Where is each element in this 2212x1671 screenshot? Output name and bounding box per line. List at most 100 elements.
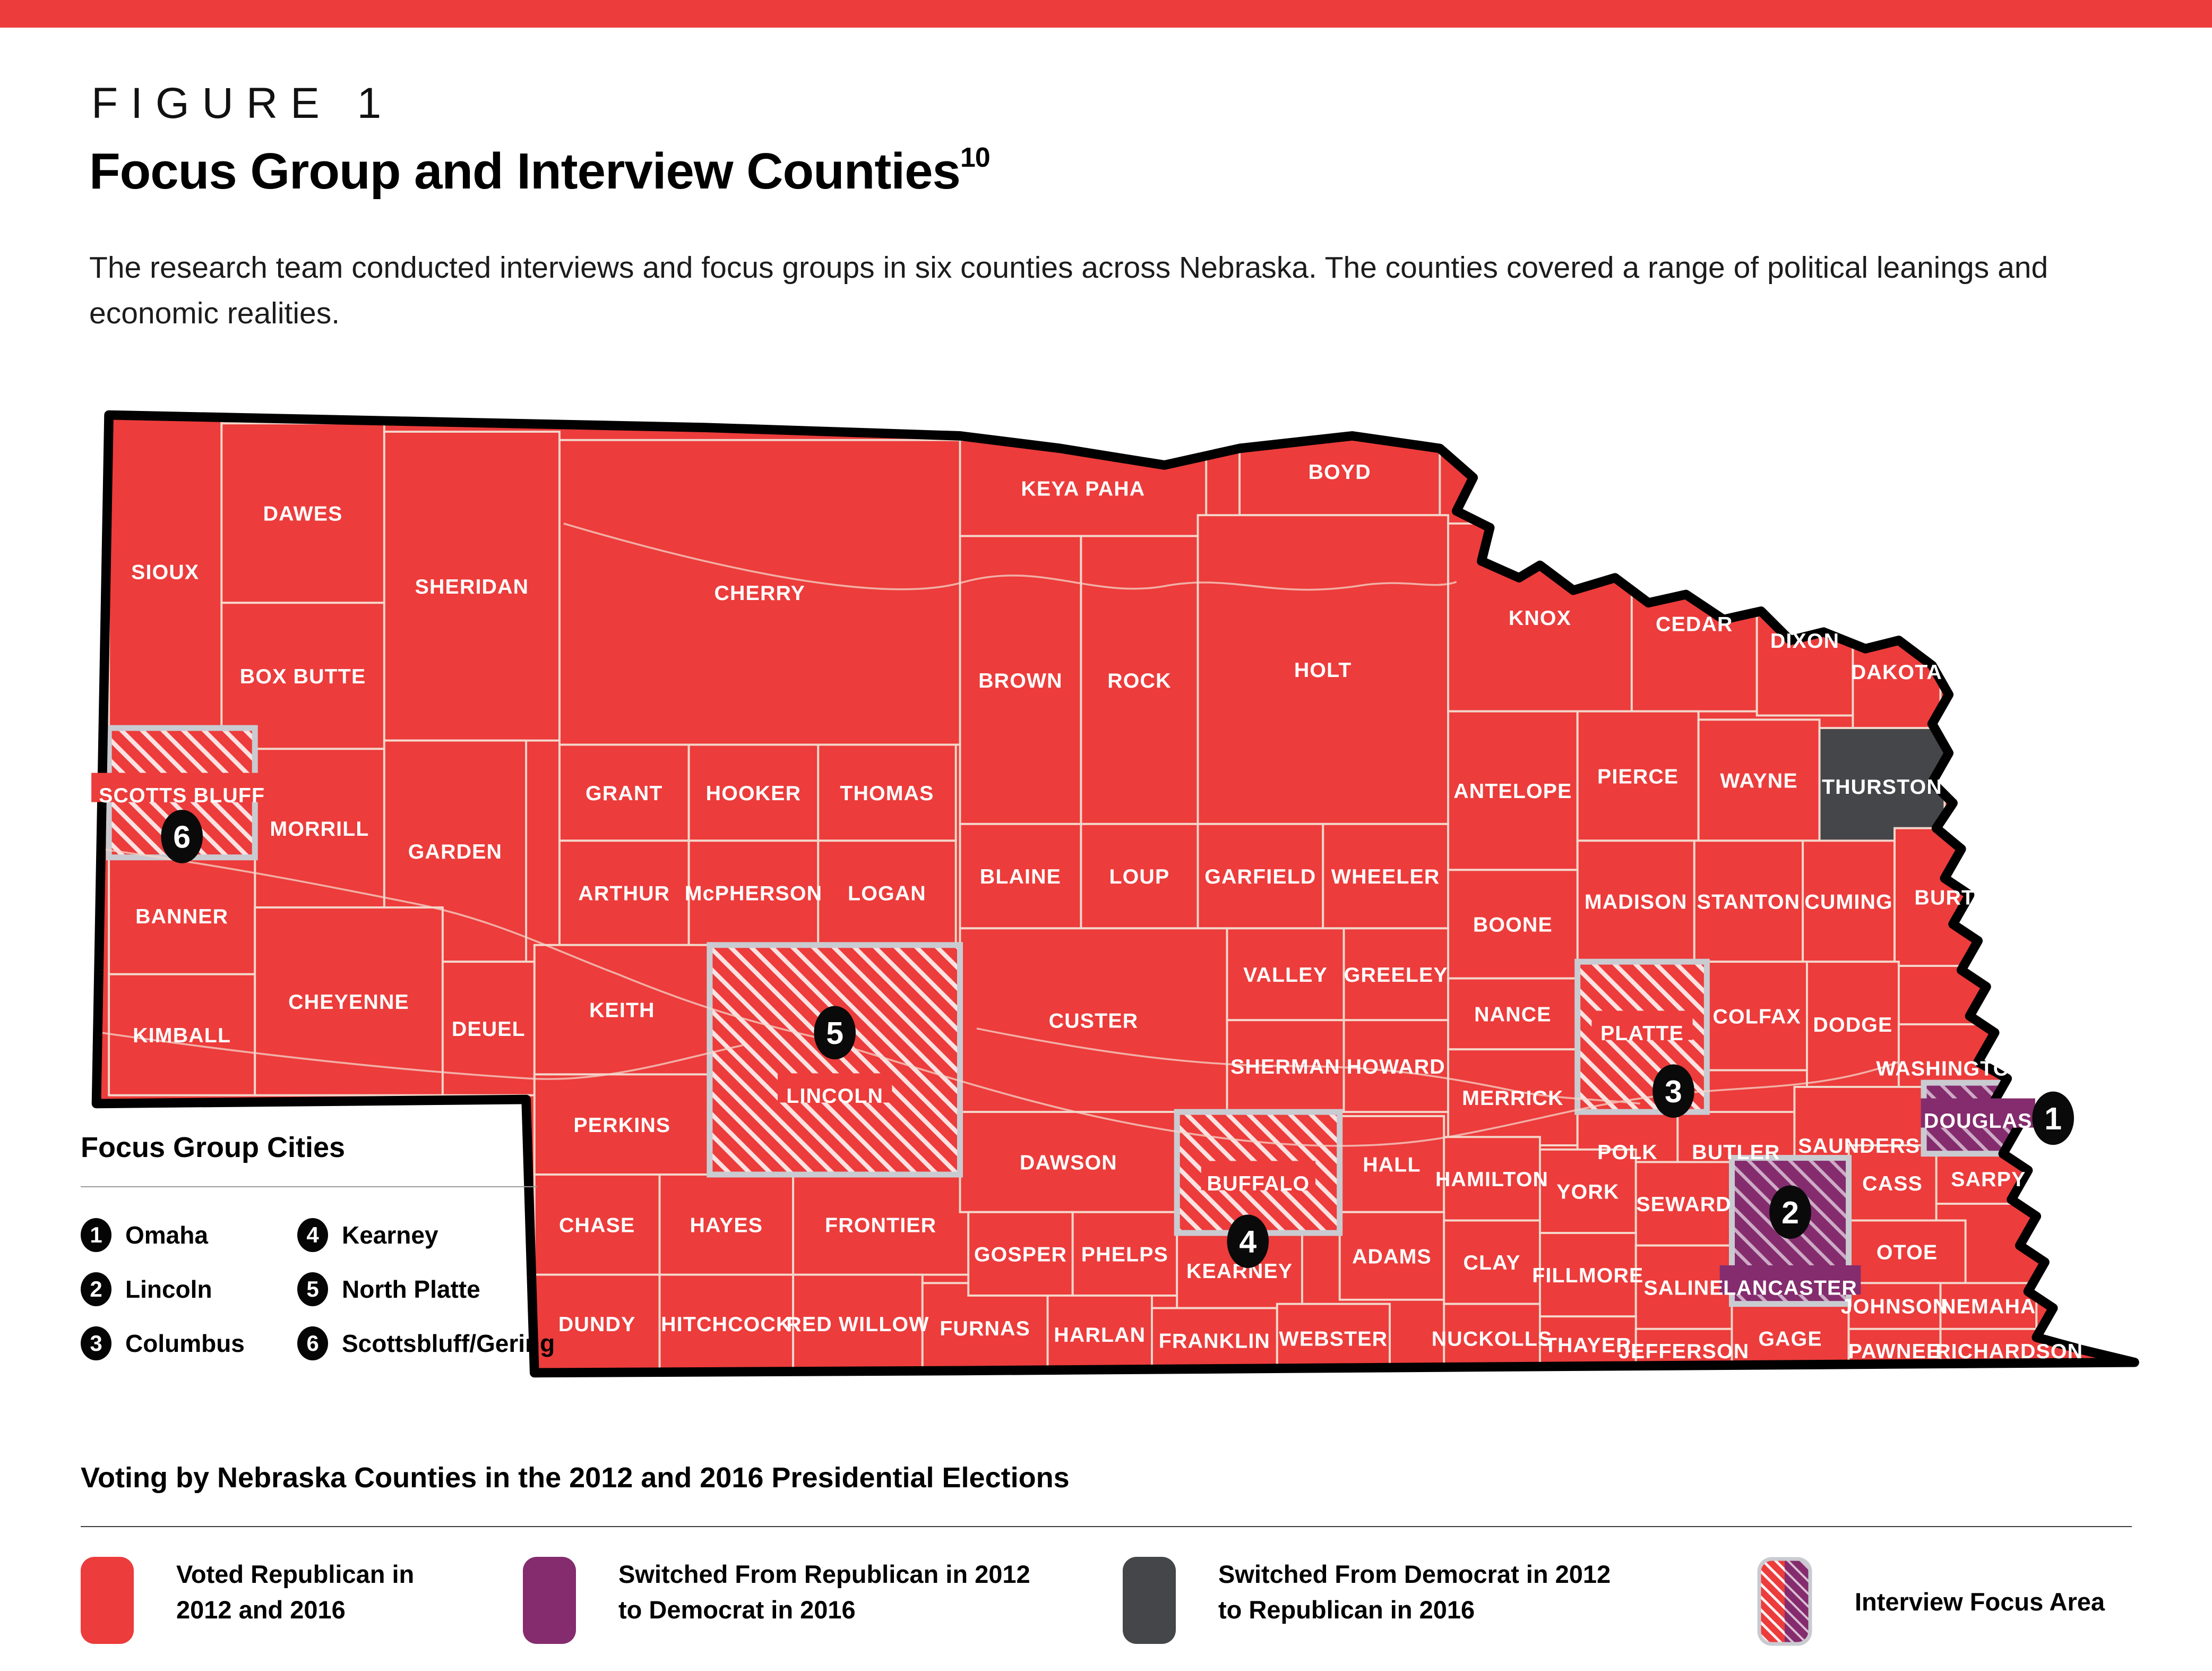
- county-label-lincoln: LINCOLN: [786, 1084, 883, 1108]
- county-label-bg: [1201, 1161, 1316, 1190]
- county-label-thomas: THOMAS: [840, 782, 934, 805]
- focus-city-label: North Platte: [342, 1275, 480, 1303]
- county-webster: [1276, 1302, 1391, 1373]
- county-label-keya-paha: KEYA PAHA: [1021, 477, 1145, 500]
- focus-city-label: Columbus: [125, 1330, 245, 1357]
- county-label-pierce: PIERCE: [1597, 765, 1679, 789]
- city-markers: 1 2 3 4 5 6: [161, 810, 2074, 1269]
- voting-legend-items: Voted Republican in 2012 and 2016 Switched…: [81, 1557, 2132, 1652]
- county-fillmore: [1538, 1232, 1637, 1318]
- county-label-adams: ADAMS: [1352, 1245, 1432, 1268]
- county-label-cheyenne: CHEYENNE: [288, 990, 409, 1014]
- county-label-garden: GARDEN: [408, 840, 502, 863]
- county-label-douglas: DOUGLAS: [1924, 1109, 2033, 1133]
- county-wheeler: [1322, 822, 1450, 930]
- county-label-perkins: PERKINS: [573, 1113, 670, 1137]
- county-label-saline: SALINE: [1644, 1276, 1724, 1299]
- county-blaine: [959, 822, 1082, 930]
- county-label-grant: GRANT: [586, 782, 663, 805]
- county-cass: [1847, 1144, 1938, 1222]
- platte-river: [100, 848, 1899, 1147]
- county-label-greeley: GREELEY: [1344, 963, 1448, 987]
- focus-city-number-badge: 4: [297, 1218, 328, 1252]
- map-marker-number-1: 1: [2044, 1102, 2062, 1136]
- county-label-fillmore: FILLMORE: [1532, 1264, 1643, 1287]
- county-label-sherman: SHERMAN: [1230, 1055, 1340, 1078]
- county-label-red-willow: RED WILLOW: [786, 1313, 929, 1336]
- county-label-furnas: FURNAS: [940, 1317, 1030, 1340]
- nebraska-map-svg: SIOUX DAWES BOX BUTTE SHERIDAN CHERRY KEYA PA…: [91, 410, 2139, 1378]
- map-marker-number-5: 5: [826, 1016, 844, 1051]
- map-marker-circle-6: [161, 810, 203, 863]
- river-lines: [100, 522, 1899, 1147]
- county-label-chase: CHASE: [559, 1213, 635, 1237]
- county-kimball: [108, 973, 256, 1096]
- map-marker-circle-1: [2032, 1091, 2074, 1145]
- county-label-butler: BUTLER: [1692, 1141, 1780, 1164]
- county-label-holt: HOLT: [1294, 658, 1352, 682]
- county-label-hooker: HOOKER: [706, 782, 801, 805]
- focus-city-item-kearney: 4 Kearney: [297, 1218, 558, 1252]
- county-label-howard: HOWARD: [1347, 1055, 1445, 1078]
- county-label-thayer: THAYER: [1544, 1333, 1632, 1357]
- focus-city-item-north-platte: 5 North Platte: [297, 1272, 558, 1306]
- county-label-pawnee: PAWNEE: [1848, 1340, 1941, 1363]
- county-labels: SIOUX DAWES BOX BUTTE SHERIDAN CHERRY KEYA PA…: [91, 460, 2083, 1363]
- county-label-cedar: CEDAR: [1656, 613, 1733, 636]
- legend-label-interview-focus-area: Interview Focus Area: [1855, 1584, 2105, 1620]
- county-label-phelps: PHELPS: [1081, 1243, 1168, 1266]
- county-keith: [533, 944, 711, 1076]
- legend-label-line: Voted Republican in: [176, 1560, 415, 1588]
- county-clay: [1443, 1219, 1541, 1305]
- legend-item-switched-to-democrat: Switched From Republican in 2012 to Democ…: [523, 1557, 1030, 1644]
- county-label-logan: LOGAN: [848, 882, 926, 905]
- county-lincoln: [707, 942, 963, 1178]
- county-madison: [1576, 839, 1695, 963]
- county-morrill: [254, 748, 385, 909]
- county-label-bg: [1719, 1265, 1861, 1295]
- county-label-richardson: RICHARDSON: [1935, 1340, 2083, 1363]
- county-nuckolls: [1443, 1302, 1541, 1373]
- focus-city-label: Lincoln: [125, 1275, 212, 1303]
- county-label-jefferson: JEFFERSON: [1619, 1340, 1749, 1363]
- county-label-webster: WEBSTER: [1279, 1327, 1388, 1351]
- focus-city-number-badge: 3: [81, 1326, 111, 1360]
- map-marker-circle-3: [1652, 1064, 1694, 1118]
- county-frontier: [792, 1173, 970, 1276]
- county-label-cass: CASS: [1862, 1172, 1923, 1195]
- county-label-cherry: CHERRY: [714, 581, 805, 605]
- county-adams: [1338, 1211, 1445, 1301]
- county-label-bg: [1591, 1010, 1693, 1040]
- niobrara-river: [563, 522, 1457, 591]
- focus-group-cities-title: Focus Group Cities: [81, 1132, 346, 1163]
- nebraska-county-map: SIOUX DAWES BOX BUTTE SHERIDAN CHERRY KEYA PA…: [80, 402, 2166, 1383]
- legend-label-line: Interview Focus Area: [1855, 1588, 2105, 1616]
- county-pierce: [1576, 710, 1700, 842]
- legend-label-line: Switched From Republican in 2012: [618, 1560, 1030, 1588]
- county-label-bg: [778, 1073, 892, 1103]
- focus-city-number-badge: 1: [81, 1218, 111, 1252]
- county-merrick: [1447, 1048, 1579, 1146]
- county-label-bg: [1921, 1098, 2035, 1128]
- county-label-sheridan: SHERIDAN: [415, 575, 529, 598]
- county-label-arthur: ARTHUR: [578, 882, 670, 905]
- figure-title-text: Focus Group and Interview Counties: [89, 143, 961, 200]
- focus-city-item-columbus: 3 Columbus: [81, 1326, 297, 1360]
- county-label-platte: PLATTE: [1600, 1022, 1684, 1045]
- top-accent-bar: [0, 0, 2212, 28]
- county-brown: [959, 535, 1082, 825]
- county-label-box-butte: BOX BUTTE: [240, 665, 366, 688]
- county-seward: [1634, 1161, 1733, 1247]
- county-label-hamilton: HAMILTON: [1435, 1168, 1548, 1191]
- legend-swatch-switched-to-democrat: [523, 1557, 576, 1644]
- map-marker-number-3: 3: [1665, 1075, 1682, 1109]
- county-label-dodge: DODGE: [1813, 1013, 1892, 1036]
- county-hitchcock: [658, 1273, 795, 1373]
- legend-item-voted-republican: Voted Republican in 2012 and 2016: [81, 1557, 414, 1644]
- voting-legend-divider: [81, 1526, 2132, 1527]
- county-label-nuckolls: NUCKOLLS: [1432, 1327, 1553, 1351]
- focus-group-cities-panel: Focus Group Cities 1 Omaha 2 Lincoln 3 Columb…: [81, 1131, 558, 1360]
- county-label-mcpherson: McPHERSON: [685, 882, 822, 905]
- county-harlan: [1046, 1294, 1153, 1373]
- county-chase: [533, 1173, 661, 1276]
